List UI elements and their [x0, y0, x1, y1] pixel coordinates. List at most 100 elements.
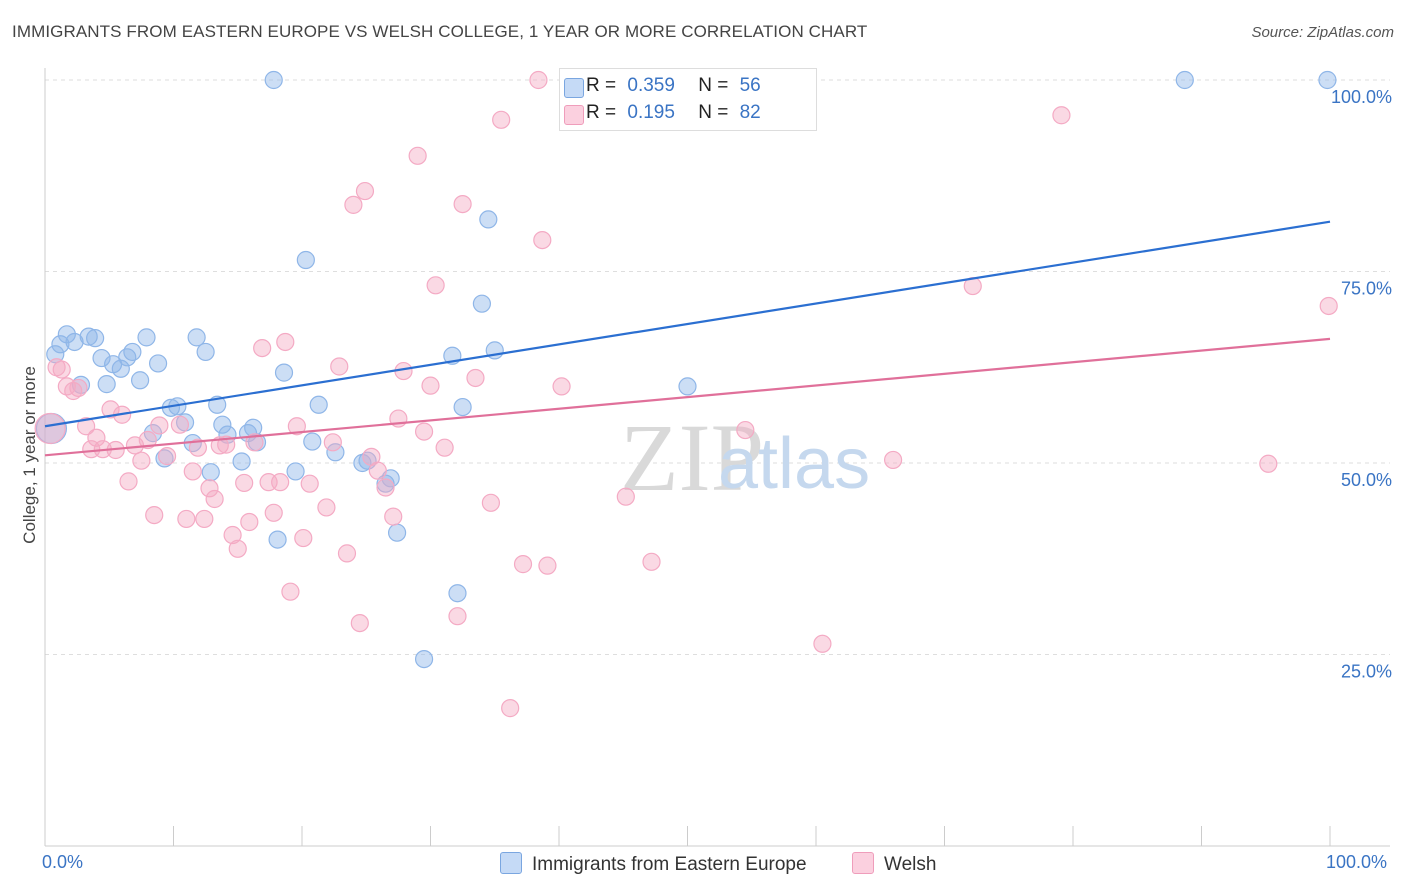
y-tick-label: 100.0% [1331, 87, 1392, 107]
data-point-welsh [223, 525, 242, 545]
data-point-eastern-europe [1318, 70, 1337, 90]
data-point-welsh [210, 436, 229, 455]
data-point-eastern-europe [46, 345, 65, 364]
legend-n-value: 56 [739, 75, 761, 96]
legend-item-welsh[interactable]: Welsh [852, 852, 936, 876]
correlation-legend: R = 0.359 N = 56 R = 0.195 N = 82 [559, 68, 817, 131]
y-tick-label: 25.0% [1341, 662, 1392, 682]
data-point-welsh [350, 613, 369, 633]
data-point-welsh [87, 428, 106, 447]
data-point-welsh [384, 507, 403, 526]
data-point-welsh [337, 544, 357, 563]
data-point-welsh [57, 377, 76, 396]
legend-n-value: 82 [739, 102, 761, 123]
legend-swatch-pink [852, 852, 874, 874]
legend-r-value: 0.195 [627, 102, 675, 123]
x-tick-label-max: 100.0% [1326, 852, 1388, 872]
data-point-eastern-europe [51, 335, 70, 354]
data-point-welsh [276, 332, 295, 352]
data-point-welsh [453, 194, 472, 214]
trend-line-eastern-europe [44, 220, 1331, 428]
data-point-eastern-europe [448, 584, 467, 603]
data-point-eastern-europe [65, 332, 84, 352]
data-point-eastern-europe [232, 452, 251, 471]
legend-row-welsh: R = 0.195 N = 82 [564, 102, 761, 126]
data-point-eastern-europe [264, 70, 283, 90]
data-points [34, 70, 1338, 718]
data-point-eastern-europe [472, 294, 491, 313]
data-point-welsh [481, 493, 500, 512]
data-point-welsh [253, 339, 272, 358]
data-point-welsh [1259, 454, 1278, 473]
data-point-welsh [281, 582, 300, 601]
data-point-eastern-europe [86, 329, 105, 348]
data-point-eastern-europe [303, 432, 322, 451]
data-point-eastern-europe [92, 348, 111, 368]
legend-label-eastern-europe: Immigrants from Eastern Europe [532, 854, 807, 875]
data-point-eastern-europe [453, 397, 472, 417]
data-point-eastern-europe [187, 328, 206, 347]
data-point-eastern-europe [678, 377, 697, 396]
data-point-welsh [64, 381, 83, 401]
data-point-welsh [235, 473, 254, 493]
data-point-welsh [533, 230, 552, 250]
data-point-eastern-europe [414, 649, 434, 669]
data-point-welsh [736, 420, 755, 440]
legend-n-label: N = [698, 102, 729, 123]
data-point-eastern-europe [79, 327, 98, 346]
legend-swatch-blue [564, 78, 584, 98]
trend-line-welsh [44, 337, 1331, 457]
data-point-eastern-europe [111, 359, 130, 378]
data-point-welsh [414, 422, 434, 441]
data-point-welsh [34, 412, 66, 445]
legend-r-label: R = [586, 102, 617, 123]
data-point-eastern-europe [148, 354, 168, 373]
data-point-eastern-europe [201, 463, 220, 482]
data-point-welsh [408, 146, 427, 165]
data-point-welsh [287, 417, 306, 436]
data-point-eastern-europe [196, 342, 215, 362]
data-point-welsh [69, 378, 88, 398]
data-point-eastern-europe [1175, 70, 1194, 90]
data-point-welsh [170, 415, 190, 434]
data-point-welsh [344, 195, 363, 214]
legend-swatch-pink [564, 105, 584, 125]
data-point-welsh [538, 556, 557, 575]
y-tick-labels: 100.0% 75.0% 50.0% 25.0% [1331, 87, 1392, 682]
data-point-welsh [157, 447, 177, 466]
data-point-welsh [883, 450, 903, 470]
data-point-welsh [294, 528, 313, 548]
data-point-welsh [426, 276, 445, 295]
data-point-welsh [300, 474, 319, 493]
data-point-welsh [138, 430, 157, 450]
data-point-welsh [205, 489, 224, 509]
data-point-eastern-europe [268, 530, 287, 549]
data-point-eastern-europe [286, 462, 305, 481]
data-point-eastern-europe [274, 363, 294, 382]
data-point-eastern-europe [118, 348, 137, 367]
data-point-welsh [435, 438, 454, 457]
data-point-welsh [271, 473, 290, 492]
data-point-welsh [552, 377, 571, 396]
data-point-welsh [77, 417, 96, 436]
data-point-welsh [177, 509, 196, 529]
data-point-welsh [150, 416, 169, 435]
gridlines [45, 79, 1390, 655]
data-point-welsh [245, 433, 264, 452]
data-point-welsh [145, 505, 164, 525]
data-point-eastern-europe [57, 325, 76, 344]
data-point-welsh [466, 368, 485, 388]
data-point-welsh [240, 512, 259, 532]
data-point-eastern-europe [97, 375, 116, 394]
legend-item-eastern-europe[interactable]: Immigrants from Eastern Europe [500, 852, 807, 876]
data-point-welsh [421, 376, 440, 395]
data-point-welsh [52, 360, 71, 379]
data-point-welsh [101, 400, 120, 419]
data-point-welsh [264, 503, 283, 522]
data-point-welsh [188, 438, 208, 457]
data-point-welsh [376, 478, 395, 497]
watermark-zip: ZIP [620, 404, 764, 511]
watermark-atlas: atlas [718, 424, 870, 504]
legend-n-label: N = [698, 75, 729, 96]
